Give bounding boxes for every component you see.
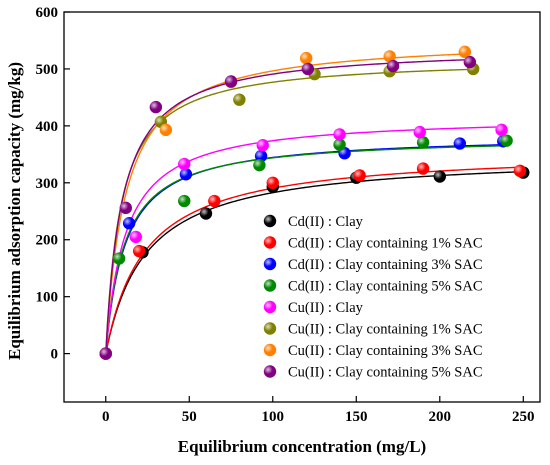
plot-frame (63, 11, 541, 403)
data-point (179, 168, 193, 181)
data-point (463, 55, 477, 69)
data-point (458, 45, 472, 59)
data-point (129, 230, 143, 244)
legend-label: Cu(II) : Clay containing 1% SAC (288, 322, 483, 338)
data-point (301, 62, 315, 76)
data-point (99, 347, 112, 360)
data-point (383, 50, 396, 63)
data-point (386, 59, 400, 73)
data-point (208, 194, 221, 208)
data-point (453, 137, 467, 150)
legend-marker (263, 300, 277, 314)
data-point (253, 158, 266, 172)
y-tick-label: 0 (51, 347, 59, 363)
legend-label: Cu(II) : Clay containing 3% SAC (288, 343, 483, 359)
x-tick-label: 150 (345, 409, 368, 425)
data-points (99, 45, 530, 360)
x-tick-label: 50 (182, 409, 197, 425)
y-tick-label: 100 (36, 290, 59, 306)
legend-marker (263, 214, 277, 228)
data-point (353, 169, 366, 182)
data-point (112, 252, 126, 265)
data-point (333, 138, 346, 151)
x-axis-label: Equilibrium concentration (mg/L) (178, 437, 426, 456)
x-tick-label: 0 (102, 409, 110, 425)
legend-label: Cu(II) : Clay (288, 300, 364, 316)
x-tick-label: 100 (262, 409, 285, 425)
data-point (199, 207, 213, 220)
fit-curve (105, 68, 474, 354)
fit-curve (105, 145, 507, 354)
legend-label: Cu(II) : Clay containing 5% SAC (288, 365, 483, 381)
fit-curve (105, 126, 502, 354)
data-point (299, 51, 313, 65)
legend-marker (263, 236, 277, 249)
x-tick-label: 250 (512, 409, 535, 425)
data-point (233, 93, 246, 106)
data-point (256, 139, 269, 152)
data-point (159, 123, 173, 137)
data-point (149, 100, 163, 114)
data-point (178, 194, 191, 208)
legend: Cd(II) : Clay Cd(II) : Clay containing 1%… (263, 214, 483, 381)
legend-label: Cd(II) : Clay containing 5% SAC (288, 279, 483, 295)
legend-marker (263, 279, 277, 292)
fitted-curves (105, 53, 524, 354)
data-point (416, 136, 430, 149)
legend-marker (263, 257, 277, 271)
fit-curve (105, 170, 524, 354)
data-point (333, 128, 346, 141)
legend-label: Cd(II) : Clay (288, 214, 364, 230)
data-point (416, 162, 430, 175)
data-point (119, 201, 132, 215)
legend-label: Cd(II) : Clay containing 1% SAC (288, 236, 483, 252)
y-tick-label: 600 (36, 5, 59, 21)
y-axis-label: Equilibrium adsorption capacity (mg/kg) (5, 62, 24, 360)
legend-marker (263, 322, 277, 335)
fit-curve (105, 58, 470, 354)
fit-curve (105, 166, 520, 354)
y-tick-label: 500 (36, 62, 59, 78)
data-point (178, 157, 191, 171)
data-point (433, 170, 446, 183)
data-point (513, 164, 527, 178)
legend-marker (263, 343, 277, 357)
y-axis-ticks: 0 100 200 300 400 500 600 (36, 5, 70, 363)
data-point (413, 125, 426, 139)
data-point (122, 217, 136, 230)
data-point (266, 176, 279, 190)
y-tick-label: 400 (36, 119, 59, 135)
y-tick-label: 300 (36, 176, 59, 192)
x-axis-ticks: 0 50 100 150 200 250 (102, 396, 535, 425)
legend-label: Cd(II) : Clay containing 3% SAC (288, 257, 483, 273)
data-point (224, 75, 238, 88)
data-point (500, 134, 513, 147)
y-tick-label: 200 (36, 233, 59, 249)
data-point (495, 123, 508, 137)
fit-curve (105, 53, 465, 354)
data-point (132, 244, 146, 258)
x-tick-label: 200 (429, 409, 452, 425)
legend-marker (263, 365, 277, 378)
